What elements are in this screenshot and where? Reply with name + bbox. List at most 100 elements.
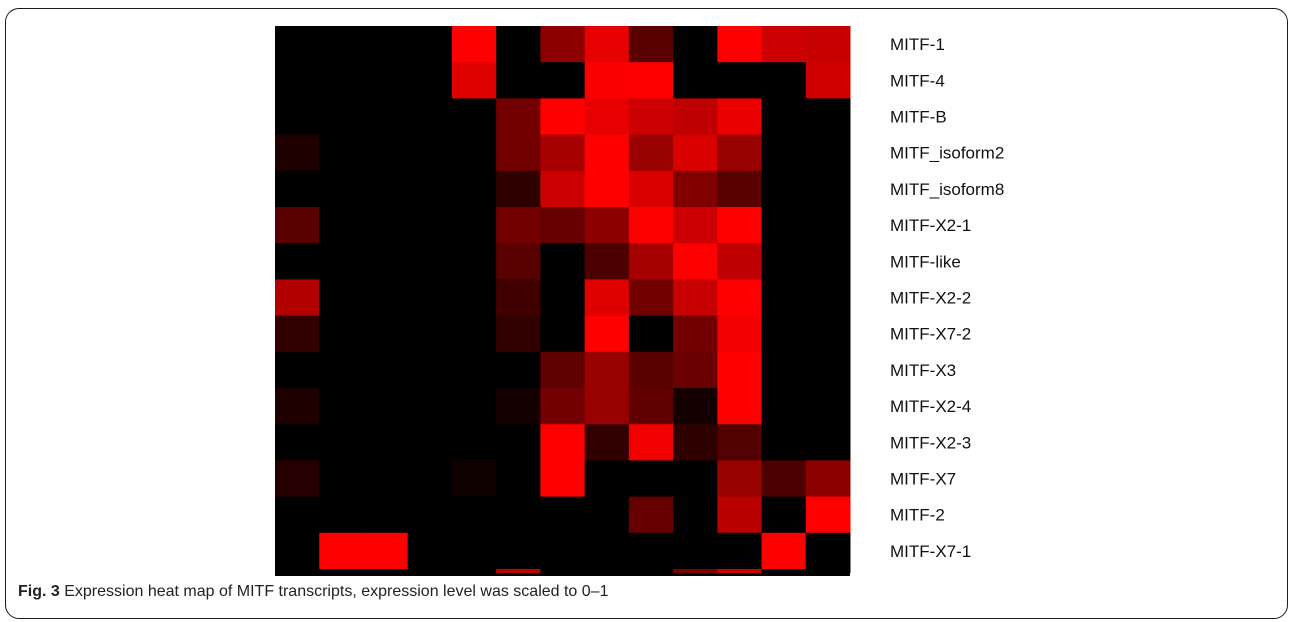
heatmap-cell xyxy=(363,315,409,353)
heatmap-cell xyxy=(805,388,851,425)
heatmap-cell xyxy=(761,532,807,570)
heatmap-cell xyxy=(584,243,630,280)
row-label: MITF-X2-4 xyxy=(890,397,971,416)
heatmap-cell xyxy=(451,170,497,208)
heatmap-cell xyxy=(584,388,630,425)
heatmap-partial-cell xyxy=(628,569,674,573)
heatmap-cell xyxy=(407,62,453,99)
heatmap-partial-cell xyxy=(761,569,807,573)
heatmap-partial-cell xyxy=(451,569,497,573)
heatmap-cell xyxy=(496,460,541,498)
heatmap-cell xyxy=(584,207,630,244)
row-label: MITF-X7 xyxy=(890,470,956,489)
heatmap-cell xyxy=(407,424,453,461)
heatmap-cell xyxy=(496,279,541,317)
row-label: MITF-4 xyxy=(890,71,945,90)
heatmap-cell xyxy=(496,134,541,172)
heatmap-cell xyxy=(628,424,674,461)
heatmap-cell xyxy=(628,532,674,570)
heatmap-cell xyxy=(717,134,763,172)
heatmap-cell xyxy=(628,351,674,389)
heatmap-cell xyxy=(673,134,718,172)
row-label: MITF-X2-2 xyxy=(890,289,971,308)
heatmap-cell xyxy=(805,243,851,280)
heatmap-cell xyxy=(584,351,630,389)
heatmap-cell xyxy=(673,532,718,570)
heatmap-cell xyxy=(496,26,541,63)
heatmap-cell xyxy=(717,98,763,136)
heatmap-cell xyxy=(805,496,851,534)
heatmap-cell xyxy=(584,26,630,63)
heatmap-cell xyxy=(363,496,409,534)
heatmap-cell xyxy=(584,460,630,498)
heatmap-cell xyxy=(275,26,320,63)
heatmap-cell xyxy=(717,207,763,244)
heatmap-cell xyxy=(496,351,541,389)
heatmap-cell xyxy=(451,98,497,136)
heatmap-cell xyxy=(407,243,453,280)
heatmap-cell xyxy=(584,315,630,353)
heatmap-cell xyxy=(761,460,807,498)
heatmap-cell xyxy=(451,351,497,389)
heatmap-cell xyxy=(540,134,586,172)
heatmap-cell xyxy=(319,134,364,172)
heatmap-cell xyxy=(319,170,364,208)
row-label: MITF-X7-1 xyxy=(890,542,971,561)
heatmap-cell xyxy=(540,98,586,136)
heatmap-cell xyxy=(363,460,409,498)
heatmap-cell xyxy=(628,134,674,172)
heatmap-cell xyxy=(496,243,541,280)
heatmap-cell xyxy=(540,207,586,244)
heatmap-cell xyxy=(540,26,586,63)
heatmap-cell xyxy=(540,170,586,208)
heatmap-cell xyxy=(275,207,320,244)
heatmap-cell xyxy=(540,243,586,280)
heatmap-cell xyxy=(319,496,364,534)
heatmap-cell xyxy=(717,315,763,353)
heatmap-cell xyxy=(628,170,674,208)
heatmap-cell xyxy=(319,351,364,389)
heatmap-cell xyxy=(805,424,851,461)
heatmap-cell xyxy=(496,62,541,99)
heatmap-partial-cell xyxy=(673,569,718,573)
heatmap-cell xyxy=(761,424,807,461)
heatmap-partial-cell xyxy=(805,569,851,573)
heatmap-cell xyxy=(319,388,364,425)
heatmap-cell xyxy=(761,98,807,136)
heatmap-partial-cell xyxy=(407,569,453,573)
heatmap-cell xyxy=(275,351,320,389)
heatmap-cell xyxy=(407,351,453,389)
heatmap-cell xyxy=(628,207,674,244)
heatmap-cell xyxy=(540,62,586,99)
heatmap-cell xyxy=(275,279,320,317)
heatmap-cell xyxy=(451,243,497,280)
heatmap-cell xyxy=(496,98,541,136)
heatmap-cell xyxy=(407,207,453,244)
heatmap-cell xyxy=(540,532,586,570)
heatmap-cell xyxy=(451,279,497,317)
heatmap-cell xyxy=(319,243,364,280)
heatmap-partial-cell xyxy=(717,569,763,573)
heatmap-cell xyxy=(451,532,497,570)
row-labels: MITF-1 MITF-4 MITF-B MITF_isoform2 MITF_isof… xyxy=(890,35,1004,561)
heatmap-cell xyxy=(673,98,718,136)
heatmap-cell xyxy=(761,26,807,63)
heatmap-cell xyxy=(540,351,586,389)
heatmap-cell xyxy=(451,207,497,244)
heatmap-cell xyxy=(805,26,851,63)
heatmap-cell xyxy=(584,62,630,99)
heatmap-cell xyxy=(363,424,409,461)
row-label: MITF_isoform8 xyxy=(890,180,1004,199)
heatmap-cell xyxy=(805,315,851,353)
heatmap-cell xyxy=(496,532,541,570)
heatmap-cell xyxy=(761,134,807,172)
heatmap-cell xyxy=(805,532,851,570)
row-label: MITF-2 xyxy=(890,506,945,525)
heatmap-cell xyxy=(363,62,409,99)
heatmap-cell xyxy=(451,388,497,425)
heatmap-cell xyxy=(805,460,851,498)
heatmap-cell xyxy=(407,98,453,136)
heatmap-cell xyxy=(363,388,409,425)
heatmap-cell xyxy=(673,207,718,244)
